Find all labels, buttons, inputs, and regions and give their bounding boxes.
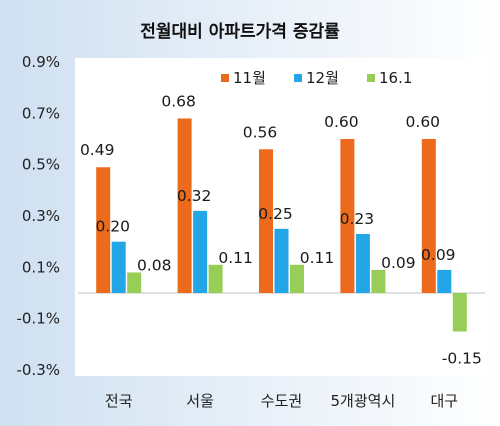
bar-2-2	[193, 210, 208, 293]
data-label-1-3: 0.56	[243, 123, 278, 141]
bar-2-1	[111, 241, 126, 293]
category-label-5: 대구	[430, 392, 458, 410]
legend: 11월 12월 16.1	[221, 69, 412, 87]
data-label-2-2: 0.32	[177, 187, 212, 205]
data-label-3-5: -0.15	[442, 350, 482, 368]
bar-1-4	[340, 139, 355, 293]
bar-2-5	[437, 269, 452, 293]
bar-3-3	[290, 264, 304, 293]
category-label-2: 서울	[186, 392, 214, 410]
data-label-1-5: 0.60	[406, 113, 441, 131]
data-label-1-2: 0.68	[161, 92, 196, 110]
y-tick-label: 0.9%	[22, 53, 60, 71]
legend-swatch-2	[294, 74, 302, 82]
y-tick-label: 0.7%	[22, 104, 60, 122]
legend-label-3: 16.1	[379, 69, 412, 87]
y-tick-label: 0.3%	[22, 207, 60, 225]
y-tick-label: -0.1%	[16, 310, 60, 328]
bar-3-5	[452, 293, 467, 332]
bar-3-1	[127, 272, 142, 293]
category-label-3: 수도권	[261, 392, 302, 410]
data-label-3-4: 0.09	[381, 254, 416, 272]
y-tick-label: 0.1%	[22, 258, 60, 276]
data-labels: 0.49 0.20 0.08 0.68 0.32 0.11 0.56 0.25 0.11 0.60…	[80, 92, 482, 367]
data-label-2-3: 0.25	[258, 205, 293, 223]
data-label-2-1: 0.20	[95, 218, 130, 236]
bar-1-1	[96, 167, 111, 293]
category-label-1: 전국	[105, 392, 133, 410]
x-axis: 전국 서울 수도권 5개광역시 대구	[105, 392, 458, 410]
data-label-1-4: 0.60	[324, 113, 359, 131]
legend-swatch-3	[367, 74, 375, 82]
legend-label-2: 12월	[306, 69, 339, 87]
category-label-4: 5개광역시	[331, 392, 396, 410]
y-tick-label: 0.5%	[22, 156, 60, 174]
bar-1-5	[421, 139, 436, 293]
data-label-3-2: 0.11	[218, 249, 253, 267]
legend-label-1: 11월	[233, 69, 266, 87]
data-label-1-1: 0.49	[80, 141, 115, 159]
bar-3-4	[371, 269, 386, 293]
chart-title: 전월대비 아파트가격 증감률	[140, 22, 340, 42]
legend-swatch-1	[221, 74, 229, 82]
bar-1-2	[177, 118, 192, 293]
data-label-3-1: 0.08	[137, 256, 172, 274]
bar-1-3	[259, 149, 273, 293]
bar-2-3	[274, 228, 289, 293]
data-label-2-5: 0.09	[421, 246, 456, 264]
bars	[96, 118, 467, 332]
bar-2-4	[355, 233, 370, 293]
bar-3-2	[208, 264, 223, 293]
data-label-3-3: 0.11	[300, 249, 335, 267]
data-label-2-4: 0.23	[340, 210, 375, 228]
y-tick-label: -0.3%	[16, 361, 60, 379]
plot-area	[75, 58, 487, 376]
